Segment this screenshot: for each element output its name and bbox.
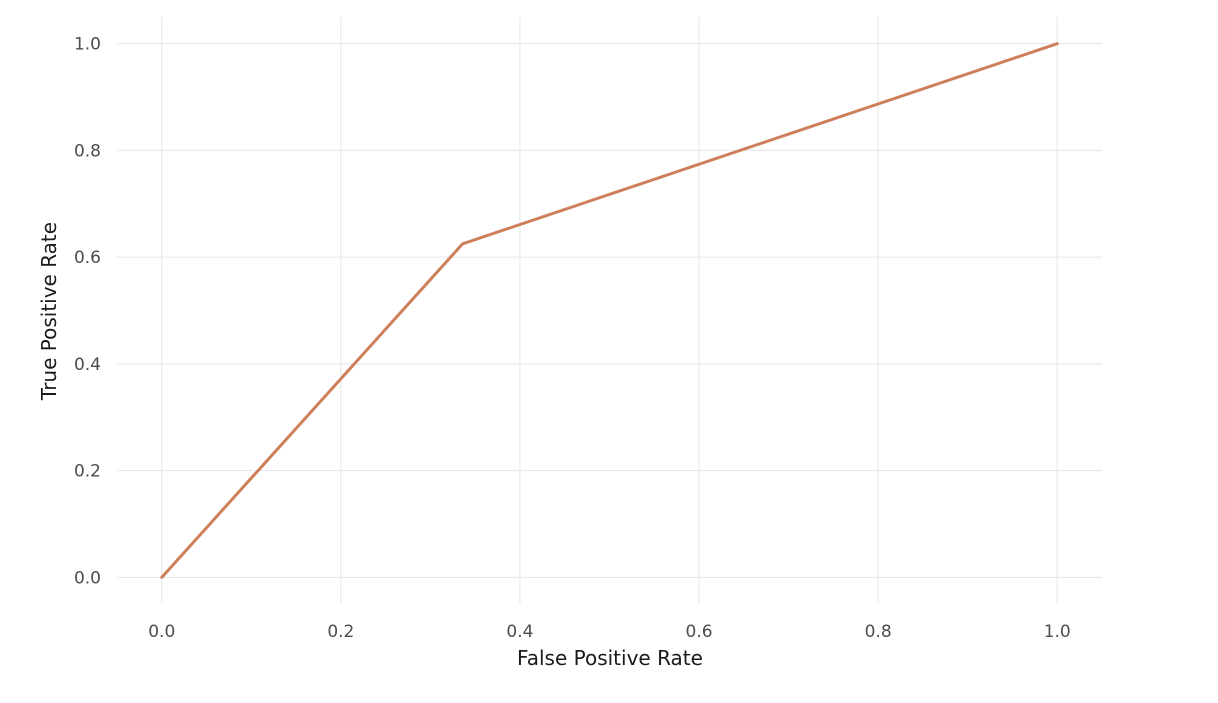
series-layer bbox=[160, 42, 1059, 579]
y-tick-label: 0.6 bbox=[74, 248, 101, 268]
y-tick-label: 1.0 bbox=[74, 35, 101, 55]
y-tick-label: 0.0 bbox=[74, 568, 101, 588]
y-tick-label: 0.2 bbox=[74, 462, 101, 482]
grid bbox=[117, 17, 1102, 604]
y-axis-ticks: 0.0 0.2 0.4 0.6 0.8 1.0 bbox=[74, 35, 101, 589]
x-tick-label: 0.8 bbox=[865, 622, 892, 642]
x-axis-ticks: 0.0 0.2 0.4 0.6 0.8 1.0 bbox=[148, 622, 1071, 642]
y-tick-label: 0.8 bbox=[74, 141, 101, 161]
x-axis-title: False Positive Rate bbox=[517, 646, 703, 670]
x-tick-label: 0.6 bbox=[686, 622, 713, 642]
roc-curve-line bbox=[160, 42, 1059, 579]
x-tick-label: 0.2 bbox=[327, 622, 354, 642]
y-axis-title: True Positive Rate bbox=[37, 222, 61, 401]
x-tick-label: 0.0 bbox=[148, 622, 175, 642]
y-tick-label: 0.4 bbox=[74, 355, 101, 375]
x-tick-label: 0.4 bbox=[506, 622, 533, 642]
x-tick-label: 1.0 bbox=[1044, 622, 1071, 642]
